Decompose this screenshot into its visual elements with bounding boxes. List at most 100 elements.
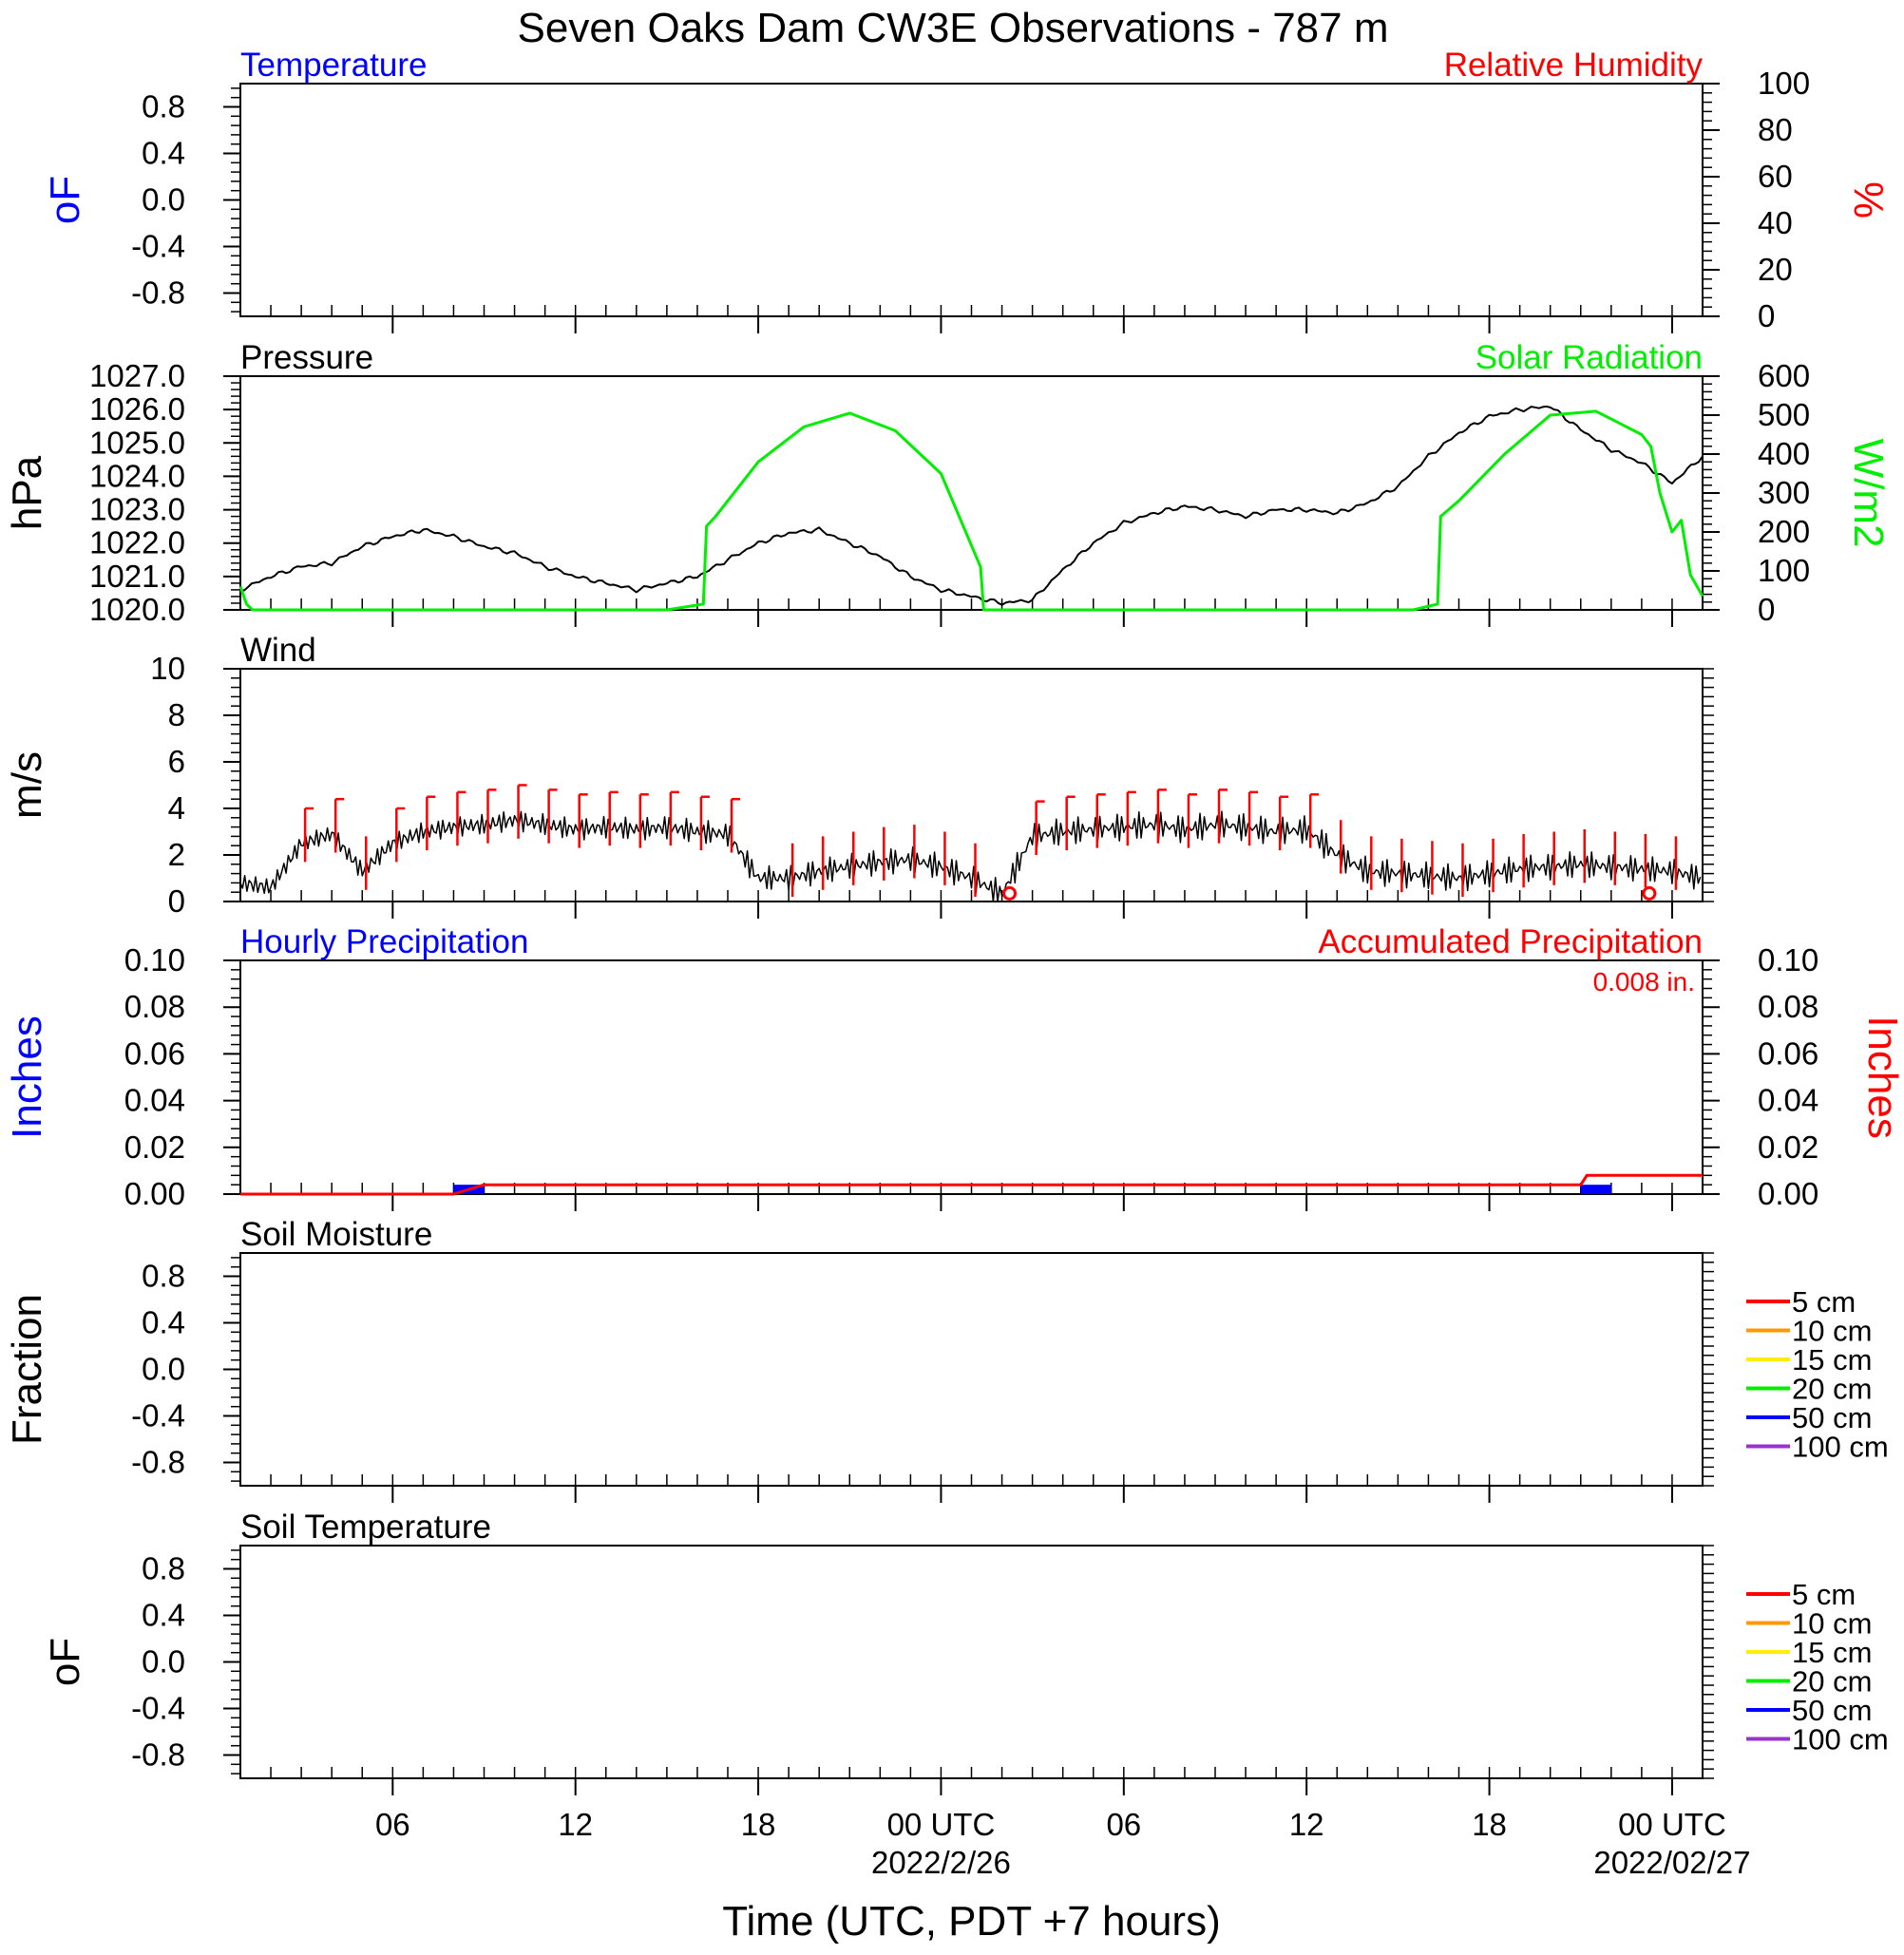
legend-label: 10 cm xyxy=(1792,1607,1872,1641)
y-axis-label-right: W/m2 xyxy=(1845,439,1892,548)
panel-title-left: Pressure xyxy=(240,339,373,376)
left-tick-label: 0.0 xyxy=(142,1644,185,1680)
hourly-precip-bar xyxy=(1580,1185,1611,1194)
x-tick-label: 06 xyxy=(1106,1807,1141,1842)
legend-label: 100 cm xyxy=(1792,1723,1889,1756)
panel-title-left: Hourly Precipitation xyxy=(240,923,528,960)
right-tick-label: 0.02 xyxy=(1758,1129,1818,1165)
y-axis-label-right: % xyxy=(1845,181,1892,218)
accumulated-total-label: 0.008 in. xyxy=(1593,967,1695,996)
x-date-label: 2022/02/27 xyxy=(1593,1845,1750,1880)
plot-frame xyxy=(239,83,1704,317)
left-tick-label: 0.0 xyxy=(142,182,185,218)
legend-label: 100 cm xyxy=(1792,1431,1889,1464)
right-tick-label: 100 xyxy=(1758,66,1810,101)
plot-frame xyxy=(239,1545,1704,1779)
x-axis-label: Time (UTC, PDT +7 hours) xyxy=(722,1898,1220,1945)
left-tick-label: 8 xyxy=(168,697,185,732)
right-tick-label: 60 xyxy=(1758,159,1793,194)
left-tick-label: -0.8 xyxy=(131,1737,185,1773)
left-tick-label: 0.04 xyxy=(124,1083,185,1118)
panel-title-left: Soil Moisture xyxy=(240,1216,432,1253)
panel-title-right: Solar Radiation xyxy=(1476,339,1703,376)
left-tick-label: 2 xyxy=(168,837,185,872)
x-date-label: 2022/2/26 xyxy=(871,1845,1011,1880)
left-tick-label: 0 xyxy=(168,883,185,919)
legend-label: 15 cm xyxy=(1792,1636,1872,1669)
right-tick-label: 0.00 xyxy=(1758,1176,1818,1211)
left-tick-label: 0.4 xyxy=(142,1598,185,1633)
left-tick-label: 10 xyxy=(150,651,185,686)
right-tick-label: 0.04 xyxy=(1758,1083,1818,1118)
legend-label: 5 cm xyxy=(1792,1285,1856,1319)
left-tick-label: 0.4 xyxy=(142,136,185,171)
right-tick-label: 600 xyxy=(1758,358,1810,393)
left-tick-label: 1020.0 xyxy=(89,592,185,627)
left-tick-label: 1021.0 xyxy=(89,559,185,594)
left-tick-label: 0.02 xyxy=(124,1129,185,1165)
right-tick-label: 200 xyxy=(1758,514,1810,549)
plot-frame xyxy=(239,375,1704,611)
left-tick-label: -0.8 xyxy=(131,275,185,311)
right-tick-label: 0 xyxy=(1758,298,1775,333)
panel-title-left: Wind xyxy=(240,632,316,669)
chart-panels: Temperature Relative Humidity 0.8 0.4 0.0 -0.… xyxy=(4,47,1904,1795)
right-tick-label: 0 xyxy=(1758,592,1775,627)
solar-radiation-line xyxy=(238,409,1704,612)
left-tick-label: -0.4 xyxy=(131,1398,185,1433)
right-tick-label: 0.08 xyxy=(1758,989,1818,1024)
calm-wind-marker xyxy=(1002,885,1018,901)
left-tick-label: 0.06 xyxy=(124,1035,185,1071)
left-tick-label: 0.08 xyxy=(124,989,185,1024)
chart-title: Seven Oaks Dam CW3E Observations - 787 m xyxy=(518,5,1389,51)
legend-label: 5 cm xyxy=(1792,1578,1856,1611)
x-tick-label: 18 xyxy=(1472,1807,1507,1842)
y-axis-label-left: m/s xyxy=(4,751,50,819)
plot-frame xyxy=(239,1252,1704,1487)
panel-precipitation: Hourly Precipitation Accumulated Precipit… xyxy=(4,923,1904,1211)
left-tick-label: 0.10 xyxy=(124,942,185,978)
legend-label: 15 cm xyxy=(1792,1343,1872,1376)
x-tick-label: 18 xyxy=(741,1807,776,1842)
panel-title-right: Accumulated Precipitation xyxy=(1318,923,1703,960)
y-axis-label-left: Fraction xyxy=(4,1294,50,1445)
left-tick-label: 1023.0 xyxy=(89,492,185,527)
right-tick-label: 40 xyxy=(1758,205,1793,240)
right-tick-label: 300 xyxy=(1758,475,1810,510)
x-tick-label: 00 UTC xyxy=(1618,1807,1726,1842)
plot-frame xyxy=(239,668,1704,902)
left-tick-label: 0.00 xyxy=(124,1176,185,1211)
x-tick-label: 12 xyxy=(1289,1807,1324,1842)
x-tick-label: 00 UTC xyxy=(887,1807,996,1842)
panel-soil-moisture: Soil Moisture 0.8 0.4 0.0 -0.4 -0.8 Fraction 5 … xyxy=(4,1216,1889,1503)
y-axis-label-left: hPa xyxy=(4,455,50,530)
legend-label: 20 cm xyxy=(1792,1665,1872,1699)
left-tick-label: 4 xyxy=(168,790,185,826)
y-axis-label-left: oF xyxy=(42,176,88,224)
legend-label: 20 cm xyxy=(1792,1373,1872,1406)
left-tick-label: 6 xyxy=(168,744,185,779)
left-tick-label: 0.8 xyxy=(142,1551,185,1586)
calm-wind-marker xyxy=(1642,885,1657,901)
left-tick-label: -0.4 xyxy=(131,1691,185,1726)
panel-title-right: Relative Humidity xyxy=(1444,47,1704,84)
left-tick-label: 1026.0 xyxy=(89,391,185,427)
y-axis-label-left: Inches xyxy=(4,1015,50,1139)
y-axis-label-left: oF xyxy=(42,1638,88,1686)
legend-label: 50 cm xyxy=(1792,1401,1872,1434)
plot-frame xyxy=(239,959,1704,1195)
left-tick-label: -0.8 xyxy=(131,1445,185,1480)
right-tick-label: 400 xyxy=(1758,436,1810,471)
right-tick-label: 0.10 xyxy=(1758,942,1818,978)
panel-title-left: Soil Temperature xyxy=(240,1509,491,1546)
panel-title-left: Temperature xyxy=(240,47,427,84)
left-tick-label: -0.4 xyxy=(131,229,185,264)
legend-label: 10 cm xyxy=(1792,1315,1872,1348)
pressure-line xyxy=(239,405,1704,606)
left-tick-label: 1025.0 xyxy=(89,425,185,460)
left-tick-label: 1024.0 xyxy=(89,458,185,493)
x-tick-label: 06 xyxy=(375,1807,410,1842)
